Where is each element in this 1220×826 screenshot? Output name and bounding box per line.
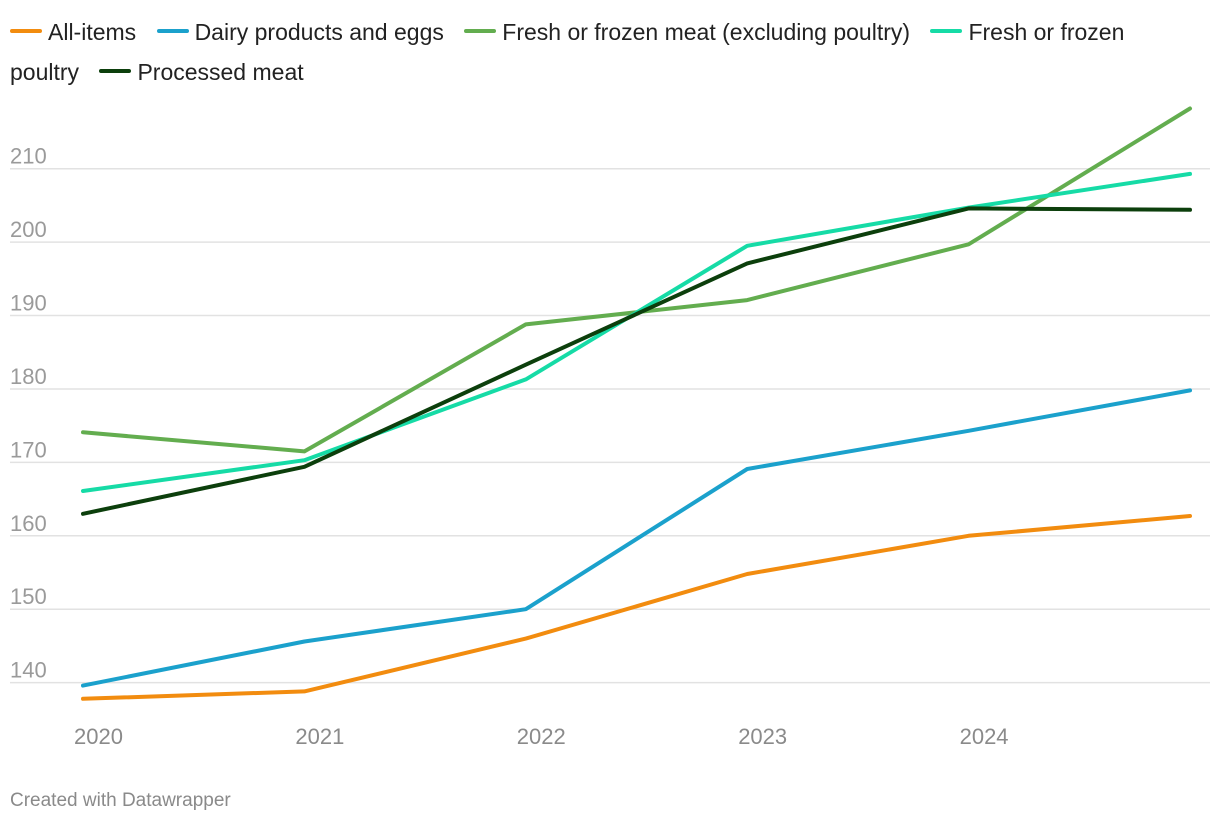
legend-item-all-items: All-items (10, 19, 136, 45)
y-tick-label: 160 (10, 511, 47, 536)
legend-item-fresh-meat: Fresh or frozen meat (excluding poultry) (464, 19, 910, 45)
y-tick-label: 190 (10, 291, 47, 316)
y-tick-label: 210 (10, 144, 47, 169)
y-tick-label: 170 (10, 437, 47, 462)
legend-item-dairy: Dairy products and eggs (156, 19, 444, 45)
legend-label: Fresh or frozen poultry (10, 19, 1125, 85)
series-line-fresh-or-frozen-meat-excluding-poultry (81, 106, 1192, 454)
y-tick-label: 180 (10, 364, 47, 389)
x-tick-label: 2020 (74, 724, 123, 749)
legend-label: Processed meat (137, 59, 304, 85)
x-tick-label: 2023 (738, 724, 787, 749)
gridlines (10, 167, 1210, 684)
legend-swatch (930, 28, 963, 33)
x-axis-ticks: 2020 2021 2022 2023 2024 (74, 724, 1009, 749)
legend-label: Fresh or frozen meat (excluding poultry) (502, 19, 911, 45)
y-axis-ticks: 140 150 160 170 180 190 200 210 (10, 144, 47, 683)
series-line-fresh-or-frozen-poultry (81, 171, 1192, 493)
x-tick-label: 2021 (295, 724, 344, 749)
x-tick-label: 2022 (517, 724, 566, 749)
legend-swatch (156, 28, 189, 33)
legend-label: All-items (48, 19, 137, 45)
series-lines (81, 106, 1192, 701)
y-tick-label: 200 (10, 217, 47, 242)
footer-credit: Created with Datawrapper (10, 790, 231, 811)
legend-item-processed-meat: Processed meat (99, 59, 304, 85)
legend-item-poultry: Fresh or frozen poultry (10, 19, 1124, 85)
legend-label: Dairy products and eggs (194, 19, 444, 45)
x-tick-label: 2024 (960, 724, 1009, 749)
legend-swatch (10, 28, 42, 33)
chart-legend: All-items Dairy products and eggs Fresh … (10, 12, 1190, 92)
y-tick-label: 140 (10, 658, 47, 683)
legend-swatch (464, 28, 497, 33)
legend-swatch (99, 68, 132, 73)
y-tick-label: 150 (10, 584, 47, 609)
series-line-all-items (81, 514, 1192, 701)
series-line-dairy-products-and-eggs (81, 388, 1192, 688)
series-line-processed-meat (81, 206, 1192, 516)
